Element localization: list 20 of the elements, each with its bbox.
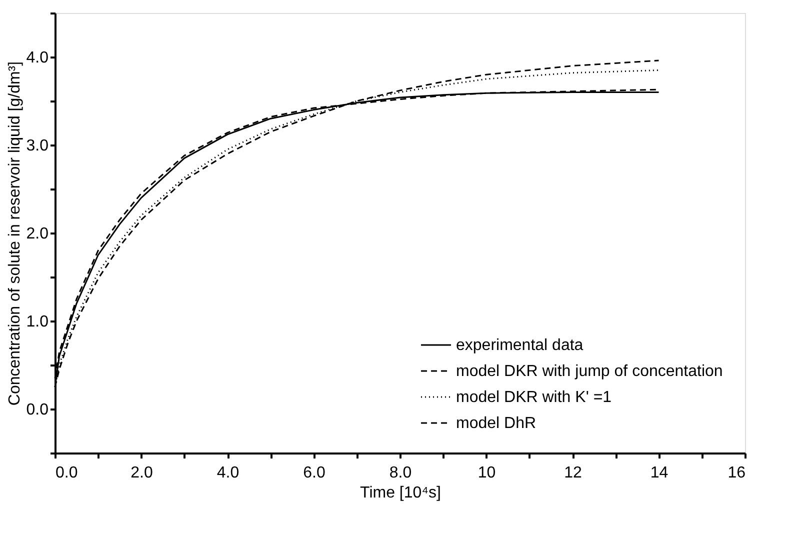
- x-tick-label: 2.0: [130, 464, 153, 482]
- x-tick-label: 4.0: [216, 464, 240, 482]
- y-tick-label: 3.0: [26, 138, 49, 154]
- x-axis-title: Time [10⁴s]: [360, 484, 441, 502]
- legend-label: experimental data: [456, 337, 584, 354]
- y-tick-label: 1.0: [26, 314, 49, 330]
- y-tick-label: 0.0: [26, 402, 49, 418]
- x-tick-label: 14: [650, 464, 668, 482]
- y-tick-label: 4.0: [26, 50, 49, 66]
- x-tick-label: 6.0: [303, 464, 326, 482]
- x-tick-label: 10: [478, 464, 496, 482]
- legend-label: model DKR with jump of concentation: [456, 363, 723, 380]
- x-tick-label: 8.0: [389, 464, 412, 482]
- y-tick-label: 2.0: [26, 226, 49, 242]
- y-axis-title: Concentration of solute in reservoir liquid [g/dm³]: [6, 61, 24, 406]
- x-tick-label: 12: [564, 464, 582, 482]
- x-tick-label: 0.0: [56, 464, 78, 482]
- x-tick-label: 16: [728, 464, 746, 482]
- legend-label: model DhR: [456, 415, 536, 432]
- legend-label: model DKR with K' =1: [456, 389, 612, 406]
